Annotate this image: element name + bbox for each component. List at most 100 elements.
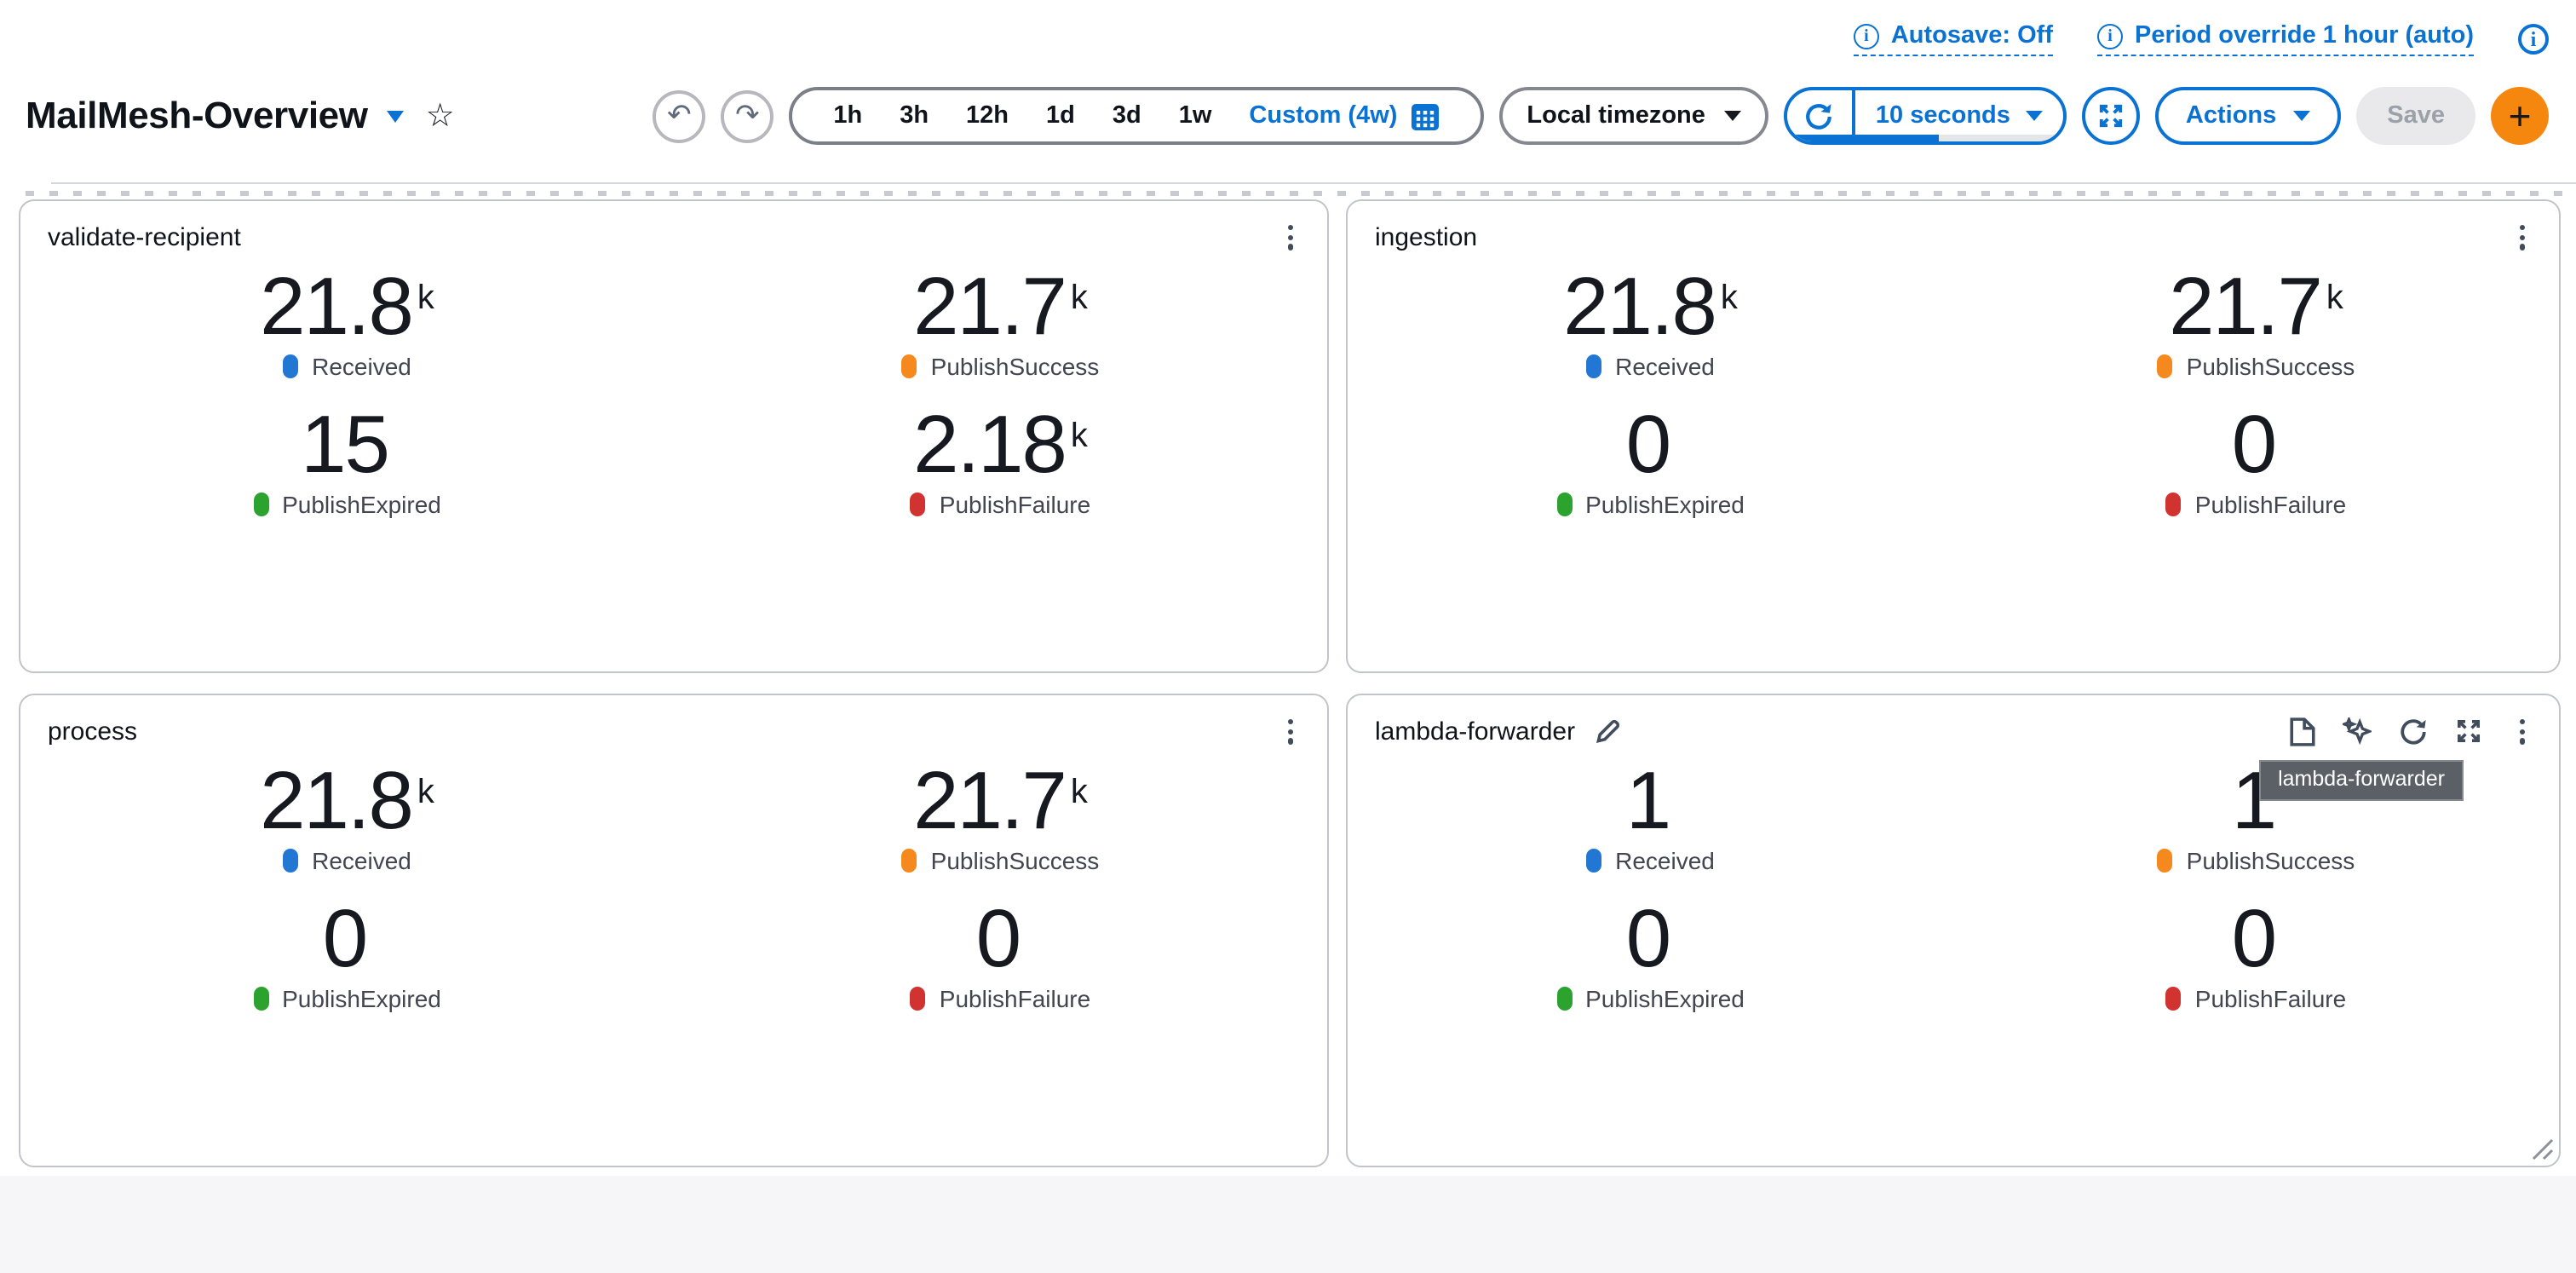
metric-label: Received <box>312 846 411 874</box>
ai-sparkle-icon[interactable] <box>2342 717 2372 746</box>
redo-button[interactable]: ↷ <box>721 89 774 142</box>
metric-label: PublishExpired <box>1585 491 1745 519</box>
metric-publish-expired: 15 PublishExpired <box>20 400 674 519</box>
favorite-star-icon[interactable]: ☆ <box>425 98 455 134</box>
utility-row: i Autosave: Off i Period override 1 hour… <box>1853 22 2549 56</box>
legend-dot <box>1586 848 1602 873</box>
metric-publish-failure: 0 PublishFailure <box>1953 400 2559 519</box>
help-info-icon[interactable]: i <box>2518 24 2549 55</box>
metric-label: PublishExpired <box>282 491 441 519</box>
metric-publish-expired: 0 PublishExpired <box>20 896 674 1013</box>
legend-dot <box>901 848 917 873</box>
legend-dot <box>253 492 269 517</box>
metric-label: Received <box>1615 846 1715 874</box>
time-range-3h[interactable]: 3h <box>900 102 929 130</box>
autosave-toggle-link[interactable]: i Autosave: Off <box>1853 22 2053 56</box>
metric-value: 0 <box>1625 400 1671 491</box>
metric-label: PublishFailure <box>2194 491 2347 519</box>
metric-label: Received <box>312 352 411 380</box>
actions-menu-button[interactable]: Actions <box>2154 87 2342 145</box>
metric-unit: k <box>1070 279 1088 317</box>
fullscreen-button[interactable] <box>2081 87 2140 145</box>
metric-unit: k <box>417 279 434 317</box>
metric-value: 21.7 <box>913 756 1067 847</box>
time-range-12h[interactable]: 12h <box>966 102 1009 130</box>
metric-value: 1 <box>1625 756 1671 847</box>
refresh-icon[interactable] <box>1787 90 1852 141</box>
info-icon: i <box>2097 23 2123 49</box>
time-range-1w[interactable]: 1w <box>1178 102 1212 130</box>
custom-range-label: Custom (4w) <box>1249 102 1398 130</box>
time-range-segment: 1h 3h 12h 1d 3d 1w Custom (4w) <box>789 87 1485 145</box>
metric-received: 21.8 k Received <box>1348 263 1953 380</box>
refresh-widget-icon[interactable] <box>2399 717 2428 746</box>
widget-process: process 21.8 k Received 21.7 k PublishSucc… <box>19 694 1329 1167</box>
metric-label: PublishSuccess <box>2186 352 2355 380</box>
metric-value: 2.18 <box>913 400 1067 491</box>
metric-received: 1 Received <box>1348 757 1953 874</box>
resize-handle[interactable] <box>2532 1138 2554 1161</box>
edit-pencil-icon[interactable] <box>1594 718 1621 746</box>
widget-lambda-forwarder: lambda-forwarder lambda-forw <box>1346 694 2561 1167</box>
metric-publish-failure: 0 PublishFailure <box>674 896 1327 1013</box>
metric-value: 0 <box>322 894 368 985</box>
widget-menu-button[interactable] <box>2513 714 2532 749</box>
metric-value: 0 <box>2231 400 2277 491</box>
dashboard-title-group[interactable]: MailMesh-Overview ☆ <box>26 94 455 138</box>
save-button[interactable]: Save <box>2356 87 2475 145</box>
metric-value: 0 <box>1625 894 1671 985</box>
metric-unit: k <box>2326 279 2343 317</box>
metric-unit: k <box>1070 773 1088 811</box>
metric-publish-expired: 0 PublishExpired <box>1348 896 1953 1013</box>
metric-publish-expired: 0 PublishExpired <box>1348 400 1953 519</box>
legend-dot <box>2157 848 2173 873</box>
legend-dot <box>2165 492 2182 517</box>
metric-publish-success: 21.7 k PublishSuccess <box>674 263 1327 380</box>
legend-dot <box>1586 354 1602 378</box>
refresh-interval-select[interactable]: 10 seconds <box>1855 90 2063 141</box>
add-widget-button[interactable]: + <box>2491 87 2549 145</box>
metric-publish-success: 1 PublishSuccess <box>1953 757 2559 874</box>
legend-dot <box>2165 987 2182 1011</box>
widget-tooltip: lambda-forwarder <box>2259 760 2464 801</box>
metric-unit: k <box>1070 417 1088 455</box>
time-range-1d[interactable]: 1d <box>1046 102 1075 130</box>
chevron-down-icon <box>2293 111 2311 121</box>
widget-menu-button[interactable] <box>1281 714 1300 749</box>
widget-hover-toolbar <box>2290 714 2532 749</box>
widget-ingestion: ingestion 21.8 k Received 21.7 k PublishSu… <box>1346 199 2561 673</box>
view-logs-icon[interactable] <box>2290 717 2315 746</box>
time-range-custom[interactable]: Custom (4w) <box>1230 101 1458 130</box>
legend-dot <box>283 354 299 378</box>
metric-received: 21.8 k Received <box>20 757 674 874</box>
header-divider <box>51 182 2576 184</box>
widget-header: process <box>20 695 1327 749</box>
widget-header: lambda-forwarder <box>1348 695 2559 749</box>
widget-menu-button[interactable] <box>1281 220 1300 255</box>
widget-header: validate-recipient <box>20 201 1327 255</box>
refresh-interval-value: 10 seconds <box>1875 102 2010 130</box>
time-range-1h[interactable]: 1h <box>833 102 863 130</box>
chevron-down-icon <box>386 110 404 122</box>
expand-widget-icon[interactable] <box>2455 718 2482 746</box>
legend-dot <box>253 987 269 1011</box>
page-background-strip <box>0 1176 2576 1273</box>
time-range-3d[interactable]: 3d <box>1112 102 1141 130</box>
period-override-link[interactable]: i Period override 1 hour (auto) <box>2097 22 2474 56</box>
metric-label: PublishExpired <box>282 985 441 1013</box>
timezone-select[interactable]: Local timezone <box>1499 87 1768 145</box>
widget-menu-button[interactable] <box>2513 220 2532 255</box>
legend-dot <box>901 354 917 378</box>
divider <box>1851 90 1855 141</box>
metric-value: 15 <box>301 400 390 491</box>
undo-button[interactable]: ↶ <box>653 89 706 142</box>
metric-label: PublishSuccess <box>930 846 1100 874</box>
metric-value: 21.7 <box>2169 262 2323 353</box>
widget-title: validate-recipient <box>48 222 241 252</box>
legend-dot <box>2157 354 2173 378</box>
metric-publish-success: 21.7 k PublishSuccess <box>1953 263 2559 380</box>
info-icon: i <box>1853 23 1879 49</box>
auto-refresh-control: 10 seconds <box>1783 87 2067 145</box>
metric-value: 21.8 <box>260 756 414 847</box>
